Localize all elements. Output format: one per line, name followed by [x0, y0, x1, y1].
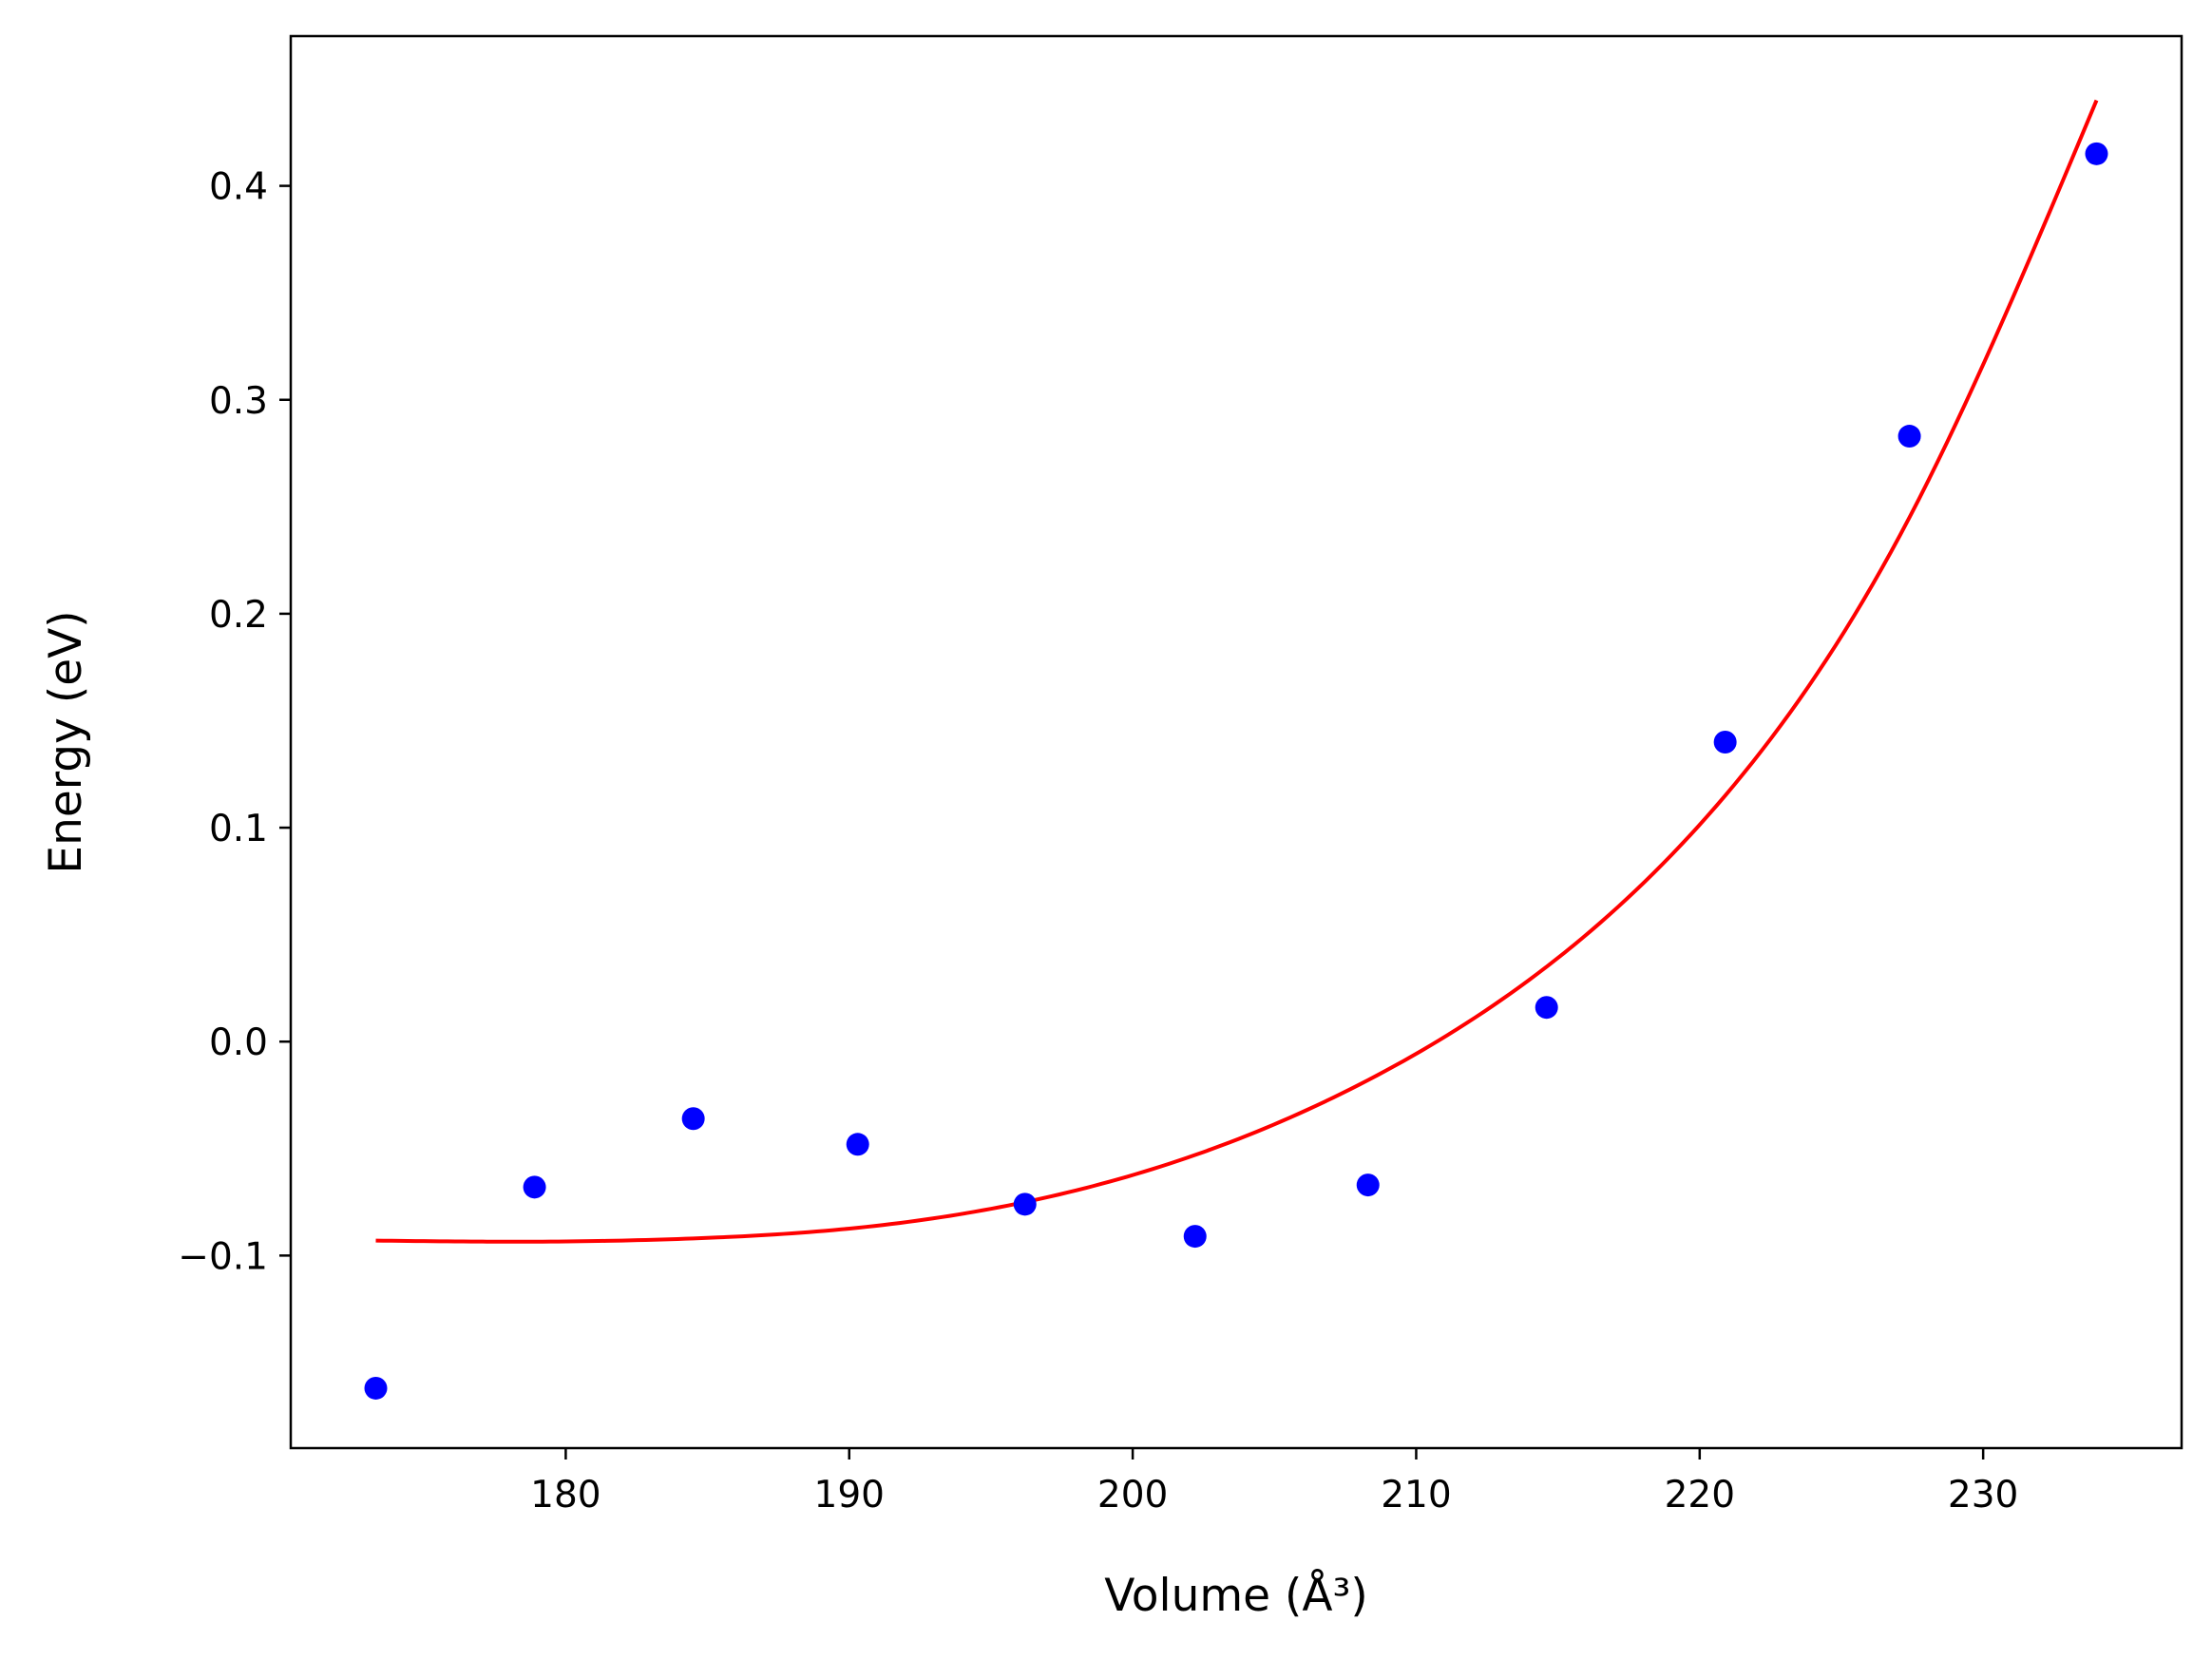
y-axis-label: Energy (eV)	[40, 610, 92, 873]
data-point	[1013, 1193, 1037, 1216]
x-tick-label: 180	[530, 1474, 601, 1517]
y-tick-label: 0.3	[209, 380, 268, 423]
y-tick-label: 0.1	[209, 808, 268, 850]
x-tick-label: 200	[1097, 1474, 1168, 1517]
plot-frame	[289, 34, 2183, 1450]
data-point	[1356, 1173, 1380, 1197]
data-point	[523, 1175, 546, 1199]
data-point	[681, 1107, 705, 1131]
ticks-layer: 180 190 200 210 220 230 −0.1 0.0 0.1 0.2 0.3 0.4	[178, 166, 2018, 1517]
fit-curve-line	[375, 99, 2099, 1244]
x-tick-label: 210	[1381, 1474, 1451, 1517]
data-point	[2085, 142, 2108, 165]
x-axis-label: Volume (Å³)	[1104, 1570, 1367, 1622]
curve-layer	[375, 99, 2099, 1244]
y-tick-label: 0.0	[209, 1021, 268, 1064]
y-tick-label: 0.2	[209, 594, 268, 637]
data-point	[1713, 731, 1737, 754]
data-point	[1897, 425, 1921, 448]
x-tick-label: 190	[814, 1474, 885, 1517]
data-point	[1535, 996, 1558, 1020]
y-tick-label: 0.4	[209, 166, 268, 209]
y-tick-label: −0.1	[178, 1235, 268, 1278]
x-tick-label: 230	[1948, 1474, 2018, 1517]
data-point	[846, 1133, 869, 1156]
data-point	[364, 1376, 388, 1400]
data-point	[1183, 1225, 1207, 1249]
points-layer	[364, 142, 2108, 1400]
x-tick-label: 220	[1665, 1474, 1735, 1517]
